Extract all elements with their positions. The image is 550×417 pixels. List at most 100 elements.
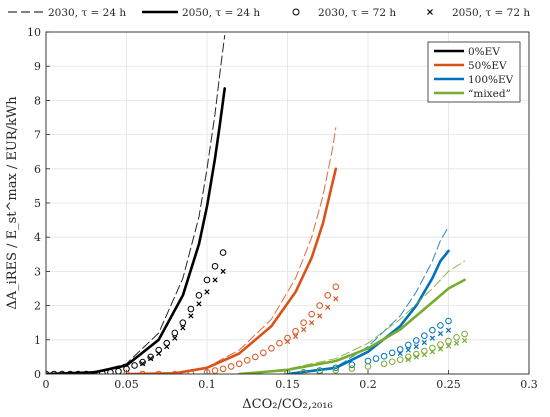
series-0ev-3-point bbox=[188, 313, 194, 319]
series-mixed-15-point bbox=[429, 349, 436, 355]
series-100ev-11-point bbox=[437, 331, 444, 337]
series-0ev-2-point bbox=[203, 276, 211, 284]
series-mixed-14-point bbox=[445, 337, 452, 345]
x-tick-label: 0 bbox=[43, 378, 50, 391]
series-50ev-6-point bbox=[324, 292, 332, 299]
series-50ev-6-point bbox=[171, 370, 179, 374]
series-mixed-15-point bbox=[453, 340, 460, 346]
series-0ev-3-point bbox=[196, 301, 202, 307]
series-50ev-6-point bbox=[260, 349, 267, 357]
series-50ev-7-point bbox=[284, 338, 291, 345]
y-tick-label: 10 bbox=[27, 26, 41, 39]
y-tick-label: 5 bbox=[34, 197, 41, 210]
series-50ev-6-point bbox=[227, 363, 235, 370]
series-0ev-1-line bbox=[46, 87, 226, 374]
series-mixed-14-point bbox=[429, 344, 436, 352]
plot-area bbox=[46, 34, 468, 374]
series-100ev-10-point bbox=[404, 341, 412, 349]
y-tick-label: 4 bbox=[34, 231, 41, 244]
series-50ev-7-point bbox=[300, 326, 307, 333]
series-50ev-6-point bbox=[187, 370, 195, 374]
series-100ev-11-point bbox=[413, 344, 419, 350]
series-mixed-15-point bbox=[437, 346, 444, 352]
series-50ev-6-point bbox=[300, 319, 307, 327]
series-50ev-6-point bbox=[155, 370, 162, 374]
series-0ev-2-point bbox=[82, 370, 90, 374]
series-0ev-2-point bbox=[107, 368, 114, 374]
series-0ev-3-point bbox=[172, 335, 178, 341]
series-0ev-2-point bbox=[58, 370, 66, 374]
y-tick-label: 9 bbox=[34, 60, 41, 73]
x-axis-label: ΔCO₂/CO₂,₂₀₁₆ bbox=[242, 397, 332, 412]
x-tick-label: 0.15 bbox=[275, 378, 300, 391]
y-tick-label: 0 bbox=[34, 368, 41, 381]
series-50ev-7-point bbox=[309, 320, 315, 326]
series-100ev-10-point bbox=[421, 332, 428, 339]
series-mixed-14-point bbox=[461, 330, 468, 338]
series-0ev-2-point bbox=[50, 370, 58, 374]
series-0ev-2-point bbox=[171, 329, 179, 337]
series-50ev-7-point bbox=[325, 304, 331, 310]
series-50ev-6-point bbox=[308, 310, 315, 318]
series-mixed-14-point bbox=[453, 334, 460, 341]
series-0ev-2-point bbox=[66, 370, 74, 374]
series-100ev-10-point bbox=[429, 326, 436, 334]
top-legend-label: 2050, τ = 72 h bbox=[452, 7, 530, 19]
series-50ev-7-point bbox=[292, 333, 299, 340]
y-axis-label: ΔA_iRES / E_st^max / EUR/kWh bbox=[5, 96, 20, 310]
y-tick-label: 7 bbox=[34, 129, 41, 142]
legend-x-symbol bbox=[427, 9, 433, 15]
series-100ev-10-point bbox=[413, 337, 420, 344]
x-tick-label: 0.25 bbox=[436, 378, 461, 391]
series-50ev-6-point bbox=[211, 367, 219, 374]
y-tick-label: 6 bbox=[34, 163, 41, 176]
top-legend: 2030, τ = 24 h 2050, τ = 24 h 2030, τ = 72… bbox=[8, 7, 530, 19]
series-0ev-2-point bbox=[179, 319, 187, 327]
scenario-legend: 0%EV 50%EV 100%EV “mixed” bbox=[427, 41, 521, 103]
series-50ev-6-point bbox=[268, 345, 275, 352]
series-mixed-14-point bbox=[396, 356, 404, 363]
series-0ev-3-point bbox=[220, 268, 226, 275]
axes: 0 0.05 0.1 0.15 0.2 0.25 0.3 0 1 2 3 4 5 6 7 8 9 10 ΔCO₂/C… bbox=[5, 26, 538, 412]
series-100ev-9-line bbox=[286, 249, 450, 374]
series-0ev-3-point bbox=[164, 344, 170, 350]
series-mixed-15-point bbox=[461, 337, 468, 344]
y-tick-label: 3 bbox=[34, 265, 41, 278]
series-0ev-3-point bbox=[139, 361, 146, 367]
series-0ev-2-point bbox=[115, 367, 122, 374]
series-mixed-15-point bbox=[421, 351, 427, 358]
series-100ev-11-point bbox=[429, 335, 436, 341]
top-legend-label: 2030, τ = 72 h bbox=[318, 7, 396, 19]
top-legend-label: 2050, τ = 24 h bbox=[182, 7, 260, 19]
series-0ev-3-point bbox=[180, 325, 186, 331]
x-tick-label: 0.2 bbox=[359, 378, 377, 391]
series-0ev-3-point bbox=[204, 289, 210, 295]
series-50ev-6-point bbox=[316, 302, 324, 309]
series-100ev-10-point bbox=[332, 364, 340, 372]
series-50ev-6-point bbox=[252, 353, 259, 361]
series-0ev-2-point bbox=[211, 262, 219, 270]
scenario-legend-label: “mixed” bbox=[468, 88, 511, 100]
series-mixed-14-point bbox=[348, 365, 356, 372]
series-mixed-14-point bbox=[300, 369, 307, 374]
series-mixed-13-line bbox=[237, 278, 466, 374]
series-0ev-2-point bbox=[219, 249, 227, 256]
series-100ev-11-point bbox=[397, 350, 403, 357]
series-100ev-10-point bbox=[437, 322, 444, 329]
series-50ev-6-point bbox=[332, 283, 340, 291]
series-50ev-6-point bbox=[203, 368, 211, 374]
series-100ev-11-point bbox=[445, 327, 452, 333]
series-0ev-2-point bbox=[139, 358, 146, 366]
series-50ev-7-point bbox=[317, 313, 323, 319]
series-mixed-15-point bbox=[405, 357, 411, 363]
scenario-legend-label: 100%EV bbox=[468, 74, 514, 86]
series-100ev-10-point bbox=[380, 352, 388, 360]
y-tick-label: 8 bbox=[34, 94, 41, 107]
legend-circle-symbol bbox=[292, 8, 300, 16]
series-mixed-14-point bbox=[437, 341, 444, 348]
series-mixed-14-point bbox=[388, 358, 396, 365]
series-mixed-15-point bbox=[445, 343, 452, 349]
series-0ev-2-point bbox=[99, 370, 106, 374]
series-50ev-6-point bbox=[276, 339, 283, 347]
